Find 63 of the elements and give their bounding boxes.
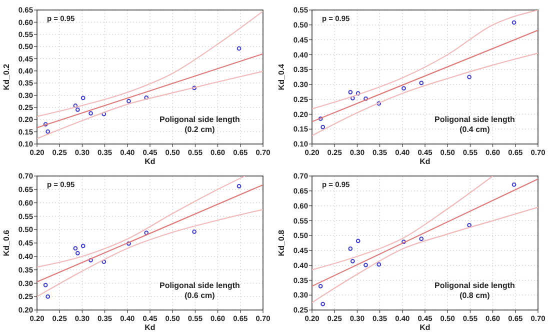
point: [75, 107, 80, 112]
y-axis-title: Kd_0.2: [2, 63, 11, 90]
point: [73, 104, 78, 108]
point: [402, 240, 406, 244]
point: [236, 184, 242, 188]
point: [43, 122, 48, 126]
point: [46, 129, 50, 134]
point: [320, 302, 326, 306]
point: [376, 101, 382, 106]
point: [318, 116, 323, 121]
point: [88, 111, 93, 116]
line-series: [312, 52, 538, 136]
point: [350, 258, 355, 264]
y-axis-title: Kd_0.4: [277, 63, 286, 90]
point: [88, 258, 93, 262]
x-axis-title: Kd: [420, 323, 430, 332]
point: [467, 222, 472, 228]
line-series: [312, 206, 538, 304]
point: [402, 86, 406, 91]
point: [350, 96, 355, 100]
point: [102, 112, 106, 116]
line-series: [312, 10, 538, 110]
line-series: [312, 176, 494, 270]
point: [320, 124, 326, 130]
point: [512, 20, 516, 25]
x-axis-title: Kd: [144, 323, 156, 332]
point: [75, 250, 80, 256]
point: [364, 96, 368, 101]
y-axis-title: Kd_0.6: [2, 229, 11, 256]
annotation: Poligonal side length (0.6 cm): [159, 281, 240, 300]
y-axis-title: Kd_0.8: [277, 229, 286, 256]
point: [80, 244, 86, 248]
point: [43, 282, 48, 288]
point: [356, 238, 360, 244]
point: [236, 46, 242, 51]
point: [356, 91, 360, 96]
point: [419, 80, 424, 86]
annotation: Poligonal side length (0.2 cm): [159, 115, 240, 134]
x-axis-title: Kd: [144, 157, 156, 166]
point: [376, 262, 382, 267]
x-axis-title: Kd: [420, 157, 430, 166]
point: [144, 96, 149, 100]
point: [364, 262, 368, 268]
annotation: Poligonal side length (0.4 cm): [434, 115, 516, 134]
point: [348, 90, 353, 94]
point: [126, 241, 131, 246]
point: [80, 96, 86, 100]
point: [419, 236, 424, 242]
point: [192, 86, 196, 90]
point: [102, 260, 106, 264]
line-series: [37, 70, 263, 140]
point: [192, 230, 196, 234]
line-series: [37, 10, 263, 118]
point: [46, 294, 50, 299]
point: [73, 246, 78, 251]
line-series: [37, 176, 246, 268]
point: [144, 230, 149, 236]
annotation: Poligonal side length (0.8 cm): [434, 281, 516, 300]
point: [348, 246, 353, 251]
point: [467, 74, 472, 80]
point: [512, 182, 516, 187]
point: [126, 98, 131, 104]
point: [318, 284, 323, 288]
